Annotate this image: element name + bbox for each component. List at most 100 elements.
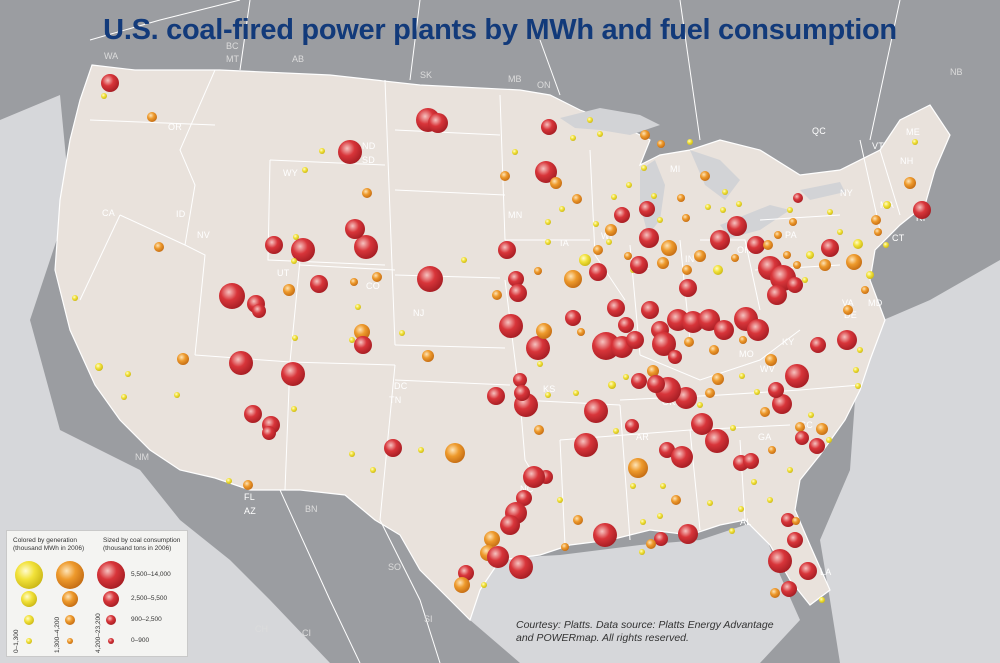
region-label-pa: PA [785, 230, 797, 240]
plant-marker [557, 497, 563, 503]
plant-marker [354, 235, 378, 259]
plant-marker [244, 405, 262, 423]
plant-marker [626, 331, 644, 349]
plant-marker [626, 182, 632, 188]
legend-cons-class-1: 5,500–14,000 [131, 571, 171, 578]
plant-marker [573, 515, 583, 525]
plant-marker [461, 257, 467, 263]
plant-marker [661, 240, 677, 256]
legend-swatch-orange-xl [56, 561, 84, 589]
legend: Colored by generation (thousand MWh in 2… [6, 530, 188, 657]
region-label-tn: TN [389, 395, 402, 405]
plant-marker [417, 266, 443, 292]
plant-marker [593, 245, 603, 255]
plant-marker [855, 383, 861, 389]
plant-marker [283, 284, 295, 296]
plant-marker [697, 402, 703, 408]
plant-marker [682, 214, 690, 222]
plant-marker [816, 423, 828, 435]
plant-marker [545, 219, 551, 225]
region-label-sd: SD [362, 155, 375, 165]
plant-marker [682, 265, 692, 275]
plant-marker [770, 588, 780, 598]
plant-marker [795, 422, 805, 432]
plant-marker [809, 438, 825, 454]
legend-swatch-red-xl [97, 561, 125, 589]
plant-marker [861, 286, 869, 294]
plant-marker [349, 451, 355, 457]
region-label-so: SO [388, 562, 401, 572]
region-label-oh: OH [737, 245, 751, 255]
plant-marker [509, 284, 527, 302]
plant-marker [768, 382, 784, 398]
plant-marker [671, 446, 693, 468]
plant-marker [787, 467, 793, 473]
plant-marker [593, 523, 617, 547]
plant-marker [262, 426, 276, 440]
plant-marker [147, 112, 157, 122]
plant-marker [500, 515, 520, 535]
plant-marker [265, 236, 283, 254]
plant-marker [819, 597, 825, 603]
plant-marker [799, 562, 817, 580]
region-label-ky: KY [782, 337, 795, 347]
plant-marker [819, 259, 831, 271]
region-label-sc: SC [800, 420, 813, 430]
plant-marker [226, 478, 232, 484]
legend-cons-class-4: 0–900 [131, 637, 150, 644]
legend-color-title: Colored by generation (thousand MWh in 2… [13, 537, 84, 553]
region-label-ny: NY [840, 188, 853, 198]
credit-line-1: Courtesy: Platts. Data source: Platts En… [516, 619, 774, 631]
plant-marker [641, 165, 647, 171]
plant-marker [498, 241, 516, 259]
plant-marker [767, 285, 787, 305]
region-label-ks: KS [543, 384, 556, 394]
region-label-wy: WY [283, 168, 298, 178]
plant-marker [537, 361, 543, 367]
region-label-in: IN [685, 254, 695, 264]
legend-swatch-yellow-s [26, 638, 32, 644]
plant-marker [631, 373, 647, 389]
plant-marker [500, 171, 510, 181]
region-label-vt: VT [872, 141, 884, 151]
plant-marker [72, 295, 78, 301]
plant-marker [573, 390, 579, 396]
plant-marker [219, 283, 245, 309]
plant-marker [787, 532, 803, 548]
plant-marker [574, 433, 598, 457]
plant-marker [826, 437, 832, 443]
plant-marker [705, 388, 715, 398]
plant-marker [705, 204, 711, 210]
plant-marker [606, 239, 612, 245]
plant-marker [768, 549, 792, 573]
plant-marker [729, 528, 735, 534]
plant-marker [362, 188, 372, 198]
plant-marker [720, 207, 726, 213]
plant-marker [618, 317, 634, 333]
region-label-wi: WI [601, 231, 613, 241]
plant-marker [639, 228, 659, 248]
plant-marker [577, 328, 585, 336]
plant-marker [121, 394, 127, 400]
plant-marker [564, 270, 582, 288]
plant-marker [647, 365, 659, 377]
plant-marker [291, 258, 297, 264]
plant-marker [630, 256, 648, 274]
plant-marker [772, 394, 792, 414]
plant-marker [523, 466, 545, 488]
plant-marker [736, 201, 742, 207]
region-label-va: VA [842, 298, 854, 308]
region-label-ia: IA [560, 238, 569, 248]
plant-marker [593, 221, 599, 227]
plant-marker [760, 407, 770, 417]
plant-marker [722, 189, 728, 195]
plant-marker [853, 367, 859, 373]
legend-swatch-yellow-l [21, 591, 37, 607]
region-label-ci: CI [302, 628, 311, 638]
credit-line-2: and POWERmap. All rights reserved. [516, 632, 689, 644]
plant-marker [514, 385, 530, 401]
plant-marker [639, 549, 645, 555]
region-label-wv: WV [760, 364, 775, 374]
legend-gen-class-2: 1,300–4,200 [54, 616, 61, 653]
